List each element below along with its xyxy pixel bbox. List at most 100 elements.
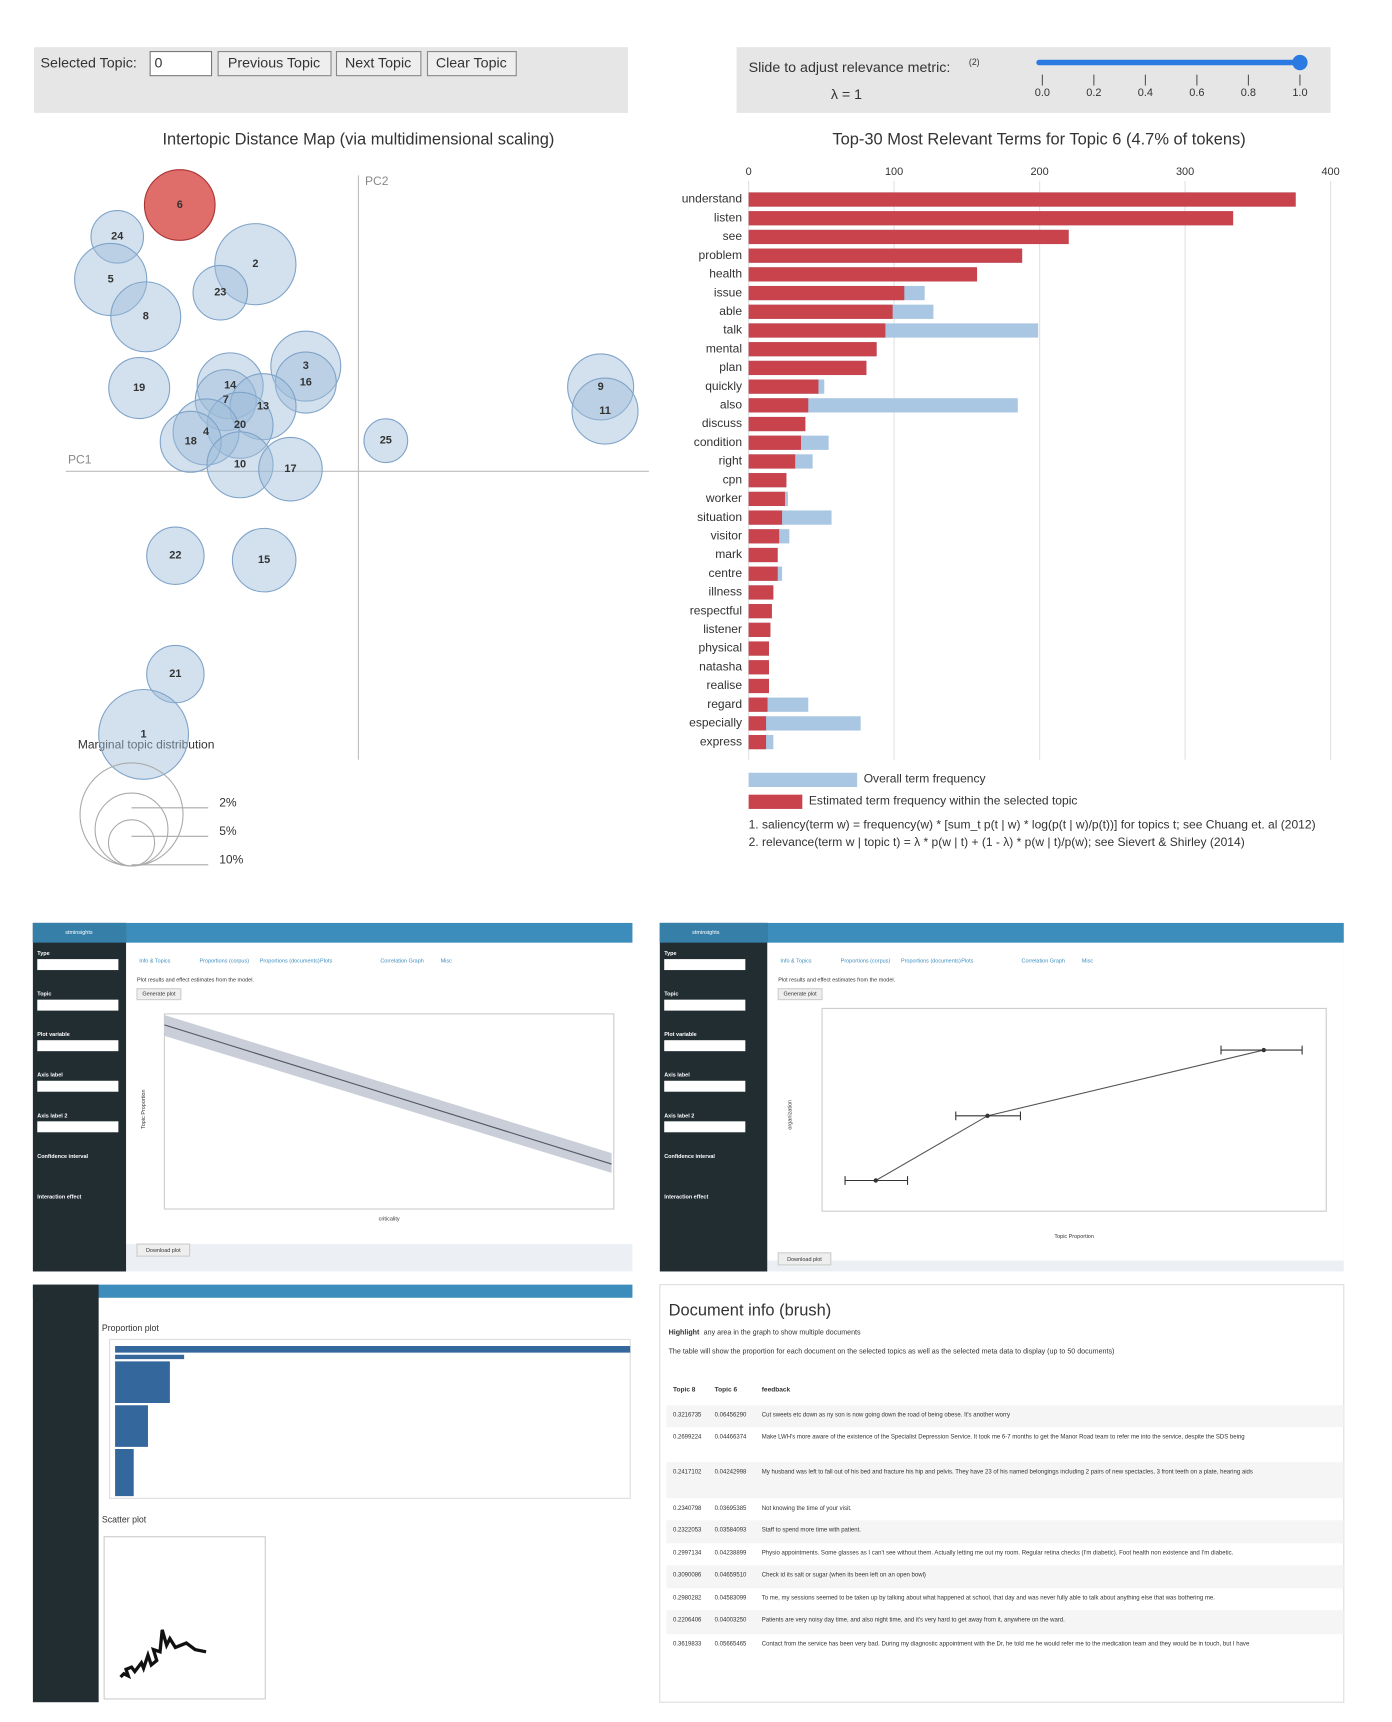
sidebar-label: Plot variable: [37, 1032, 70, 1038]
topic-bar: [748, 622, 771, 637]
table-cell: Patients are very noisy day time, and al…: [762, 1618, 1065, 1624]
topic-circle[interactable]: [206, 431, 274, 499]
topic-circle[interactable]: [206, 391, 274, 459]
legend-swatch: [748, 772, 858, 788]
slider-knob[interactable]: [1292, 54, 1308, 71]
table-cell: Contact from the service has been very b…: [762, 1642, 1250, 1648]
selected-topic-label: Selected Topic:: [41, 55, 137, 71]
note: 2. relevance(term w | topic t) = λ * p(w…: [749, 835, 1245, 849]
topic-label: 22: [169, 550, 181, 562]
topic-circle[interactable]: [98, 688, 190, 780]
sidebar-input[interactable]: [664, 999, 746, 1011]
sidebar-input[interactable]: [37, 1040, 119, 1052]
tab[interactable]: Proportions (corpus): [841, 959, 891, 965]
tab[interactable]: Proportions (documents): [901, 959, 961, 965]
term-label: mental: [706, 341, 742, 355]
term-label: also: [720, 398, 742, 412]
tab[interactable]: Plots: [320, 959, 332, 965]
tab[interactable]: Proportions (documents): [260, 959, 320, 965]
tab[interactable]: Correlation Graph: [1022, 959, 1065, 965]
legend-circle: [107, 819, 156, 867]
topic-circle[interactable]: [571, 377, 639, 445]
topic-circle[interactable]: [194, 369, 257, 432]
topic-label: 3: [303, 360, 309, 372]
tab[interactable]: Proportions (corpus): [199, 959, 249, 965]
topic-circle[interactable]: [192, 264, 249, 321]
sidebar-label: Axis label: [664, 1073, 690, 1079]
table-cell: 0.2417102: [673, 1470, 702, 1476]
download-button[interactable]: [777, 1252, 832, 1266]
topic-circle[interactable]: [90, 209, 145, 264]
tab[interactable]: Info & Topics: [780, 959, 811, 965]
topic-label: 9: [598, 381, 604, 393]
topic-circle[interactable]: [270, 330, 342, 402]
topic-bar: [748, 360, 867, 376]
download-button[interactable]: [136, 1243, 191, 1257]
sidebar-input[interactable]: [37, 1080, 119, 1092]
slider-note: (2): [969, 57, 980, 67]
next-button[interactable]: [335, 51, 422, 77]
sidebar-input[interactable]: [664, 1121, 746, 1133]
topic-bar: [748, 547, 778, 563]
generate-button[interactable]: [136, 988, 182, 1001]
topic-circle[interactable]: [196, 352, 264, 420]
topic-bar: [748, 285, 905, 301]
sidebar-input[interactable]: [37, 1121, 119, 1133]
topic-bar: [748, 716, 767, 731]
topic-circle[interactable]: [567, 353, 635, 421]
sidebar-input[interactable]: [664, 1080, 746, 1092]
sidebar-input[interactable]: [37, 999, 119, 1011]
sidebar-label: Axis label 2: [664, 1113, 694, 1119]
topic-circle[interactable]: [229, 373, 297, 441]
clear-button[interactable]: [426, 51, 517, 77]
slider-tick-label: 0.0: [1035, 87, 1050, 99]
tab[interactable]: Misc: [1082, 959, 1094, 965]
term-label: physical: [699, 641, 743, 655]
term-label: discuss: [702, 416, 742, 430]
term-label: understand: [682, 192, 742, 206]
sidebar-input[interactable]: [664, 1040, 746, 1052]
sidebar-label: Topic: [664, 992, 678, 998]
table-cell: To me, my sessions seemed to be taken up…: [762, 1596, 1215, 1602]
table-cell: 0.06456290: [715, 1413, 747, 1419]
term-label: health: [709, 267, 742, 281]
tab[interactable]: Correlation Graph: [380, 959, 423, 965]
topic-circle[interactable]: [108, 357, 171, 420]
tab[interactable]: Plots: [961, 959, 973, 965]
term-label: able: [719, 304, 742, 318]
topic-circle[interactable]: [110, 281, 182, 353]
generate-button[interactable]: [777, 988, 823, 1001]
topic-input[interactable]: [149, 51, 213, 77]
tab[interactable]: Info & Topics: [139, 959, 170, 965]
topic-label: 23: [214, 287, 226, 299]
table-cell: 0.04659510: [715, 1573, 747, 1579]
previous-label: Previous Topic: [228, 55, 320, 71]
topic-circle[interactable]: [363, 418, 409, 464]
topic-circle[interactable]: [258, 436, 323, 502]
previous-button[interactable]: [217, 51, 332, 77]
topic-bar: [748, 342, 877, 357]
term-label: listener: [703, 622, 742, 636]
table-cell: 0.04466374: [715, 1435, 747, 1441]
topic-circle[interactable]: [231, 527, 297, 593]
tab[interactable]: Misc: [441, 959, 453, 965]
topic-circle[interactable]: [146, 526, 205, 585]
sidebar-input[interactable]: [664, 959, 746, 971]
topic-circle[interactable]: [143, 169, 216, 241]
topic-bar: [748, 416, 806, 432]
topic-circle[interactable]: [214, 223, 297, 306]
legend-circle: [94, 792, 169, 867]
topic-bar: [748, 585, 774, 600]
y-axis-label: organization: [788, 1100, 794, 1130]
term-label: plan: [719, 360, 742, 374]
topic-circle[interactable]: [274, 351, 337, 414]
topic-bar: [748, 641, 769, 656]
sidebar-input[interactable]: [37, 959, 119, 971]
topic-circle[interactable]: [159, 410, 222, 473]
topic-bar: [748, 304, 893, 319]
slider-tick-label: 0.2: [1086, 87, 1101, 99]
x-tick-label: 400: [1321, 166, 1339, 178]
topic-bar: [748, 678, 769, 694]
table-cell: 0.3090086: [673, 1573, 702, 1579]
